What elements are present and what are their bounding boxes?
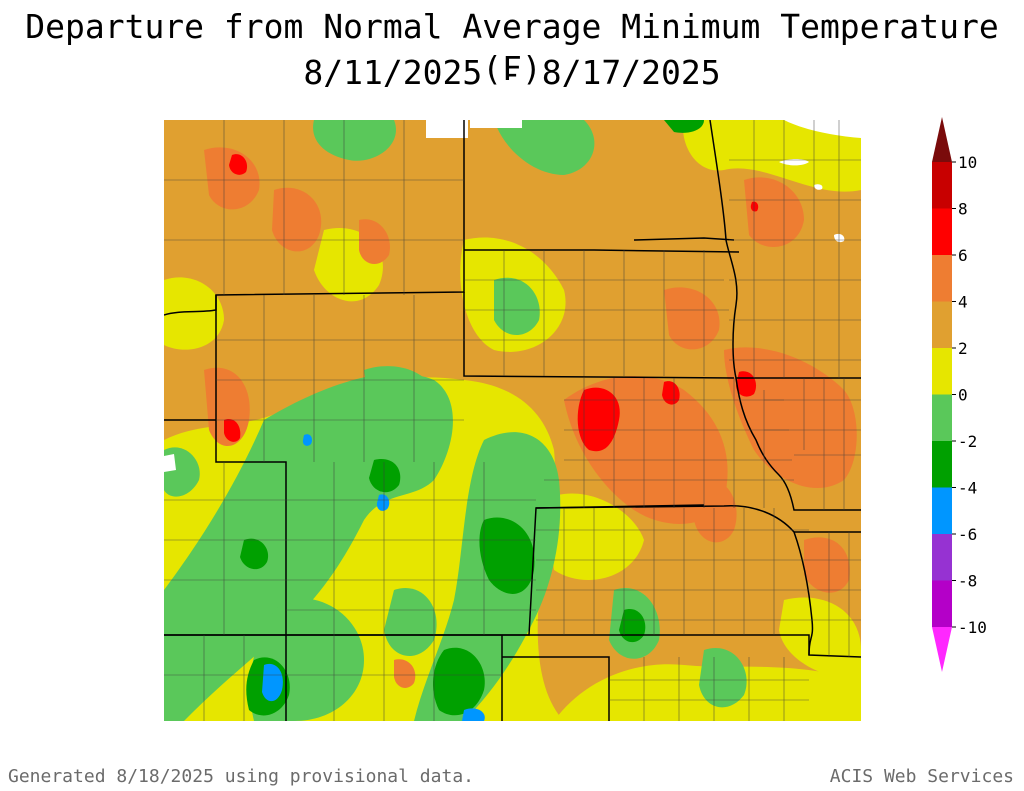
legend-bin <box>932 301 952 348</box>
zone-minus6-to-4 <box>262 434 485 721</box>
legend-labels: 10 8 6 4 2 0 -2 -4 -6 -8 -10 <box>952 153 987 637</box>
legend-bin <box>932 534 952 581</box>
date-range-subtitle: 8/11/2025 - 8/17/2025 <box>303 53 721 92</box>
legend-bins <box>932 117 952 672</box>
legend-label: -2 <box>958 432 977 451</box>
legend-label: 6 <box>958 246 968 265</box>
legend-label: 8 <box>958 200 968 219</box>
zone-minus4-to-2 <box>240 120 704 716</box>
legend-label: 2 <box>958 339 968 358</box>
legend-label: -4 <box>958 479 977 498</box>
legend-bin <box>932 208 952 255</box>
legend-bin <box>932 348 952 395</box>
legend-label: -8 <box>958 572 977 591</box>
legend-label: -6 <box>958 525 977 544</box>
legend-label: -10 <box>958 618 987 637</box>
county-boundaries <box>164 120 861 721</box>
temperature-departure-map <box>164 120 861 721</box>
legend-bin <box>932 441 952 488</box>
legend-bin <box>932 627 952 672</box>
legend-bin <box>932 117 952 162</box>
legend-bin <box>932 487 952 534</box>
legend-label: 0 <box>958 386 968 405</box>
map-title: Departure from Normal Average Minimum Te… <box>25 7 999 88</box>
legend-bin <box>932 394 952 441</box>
legend-bin <box>932 255 952 302</box>
generated-note: Generated 8/18/2025 using provisional da… <box>8 766 474 787</box>
legend-bin <box>932 580 952 627</box>
water-bodies <box>164 120 861 472</box>
legend-bin <box>932 162 952 209</box>
color-scale-legend: 10 8 6 4 2 0 -2 -4 -6 -8 -10 <box>932 117 987 672</box>
acis-credit: ACIS Web Services <box>829 766 1014 787</box>
legend-label: 10 <box>958 153 977 172</box>
legend-label: 4 <box>958 293 968 312</box>
